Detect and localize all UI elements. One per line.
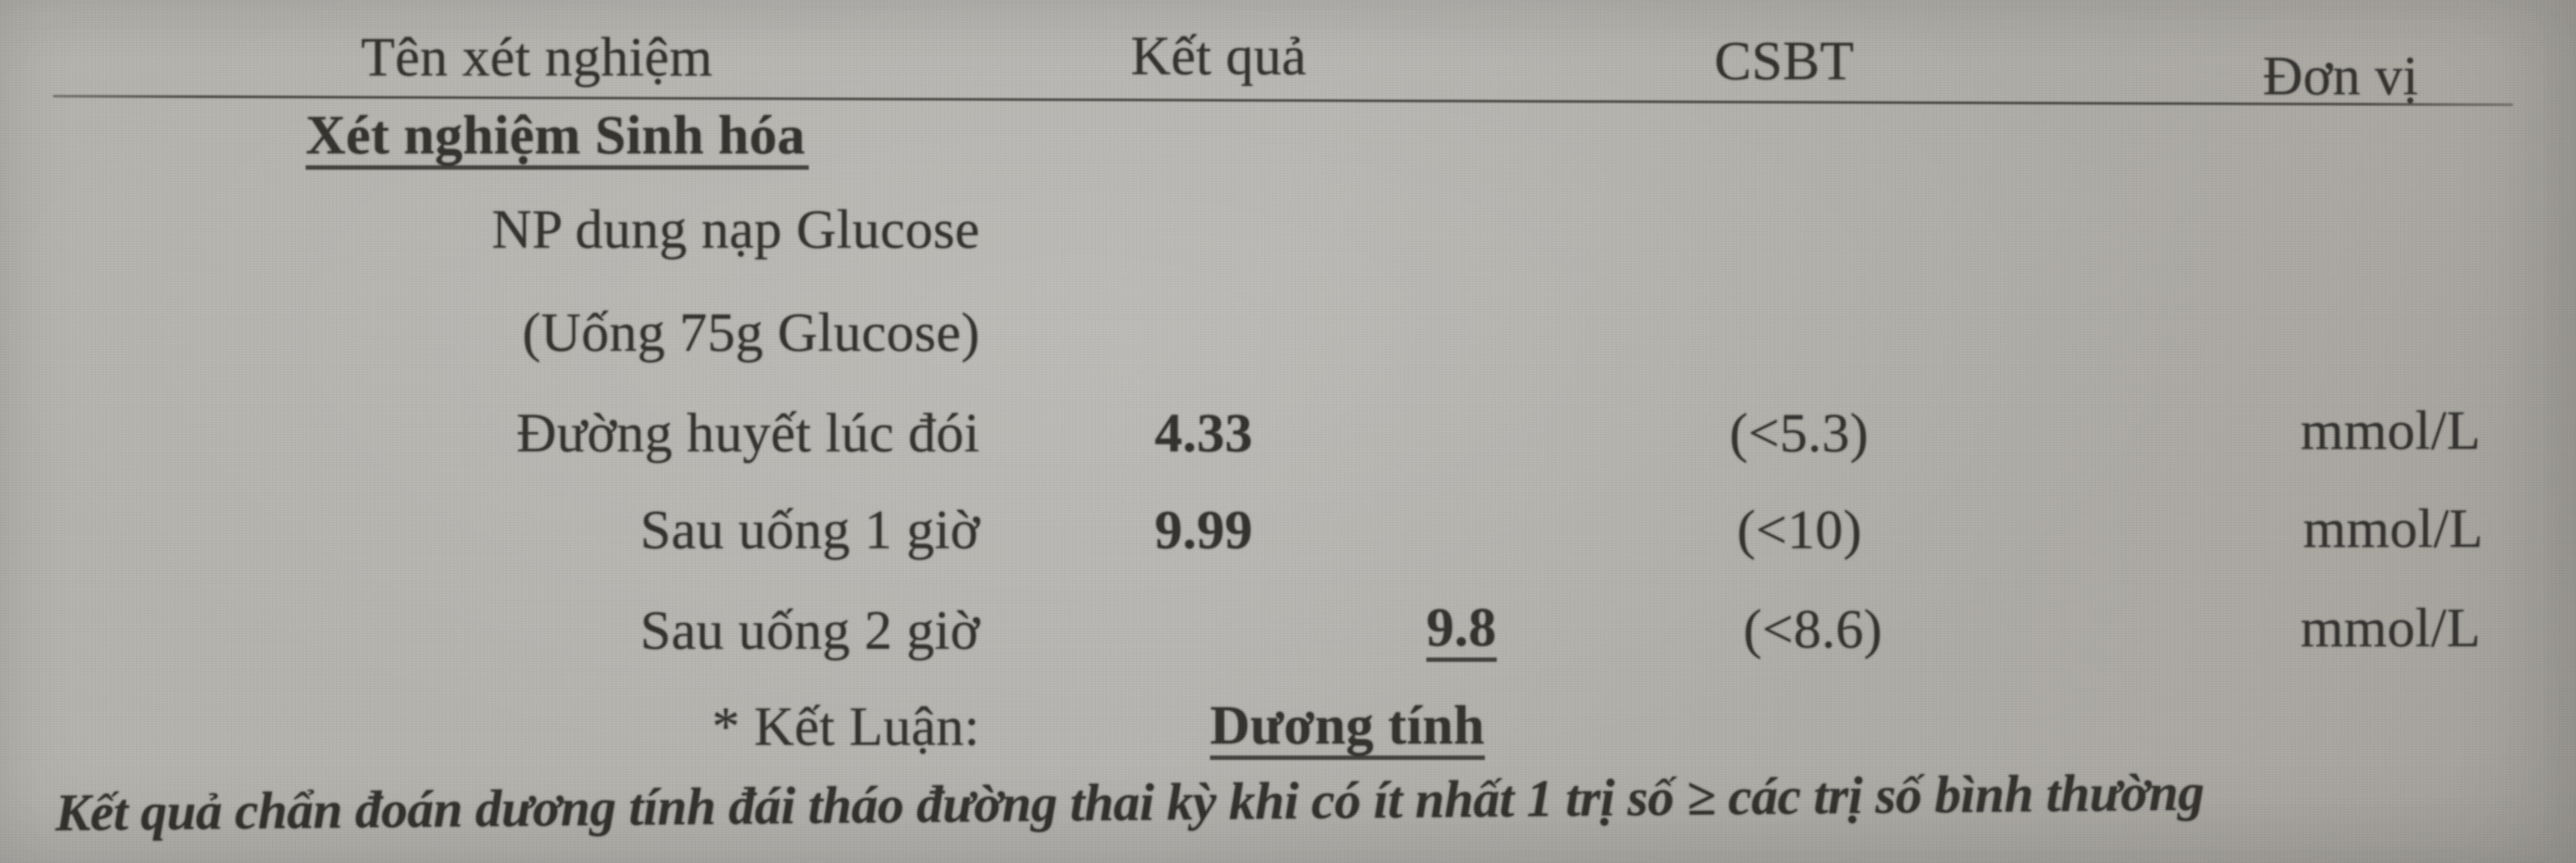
result-value-2h: 9.8 <box>1426 600 1497 662</box>
row-name-np-glucose: NP dung nạp Glucose <box>491 199 980 260</box>
ref-range-1h: (<10) <box>1737 500 1862 561</box>
row-name-fasting-glucose: Đường huyết lúc đói <box>516 403 980 464</box>
column-header-test-name: Tên xét nghiệm <box>361 27 713 88</box>
section-heading-biochemistry: Xét nghiệm Sinh hóa <box>306 108 809 170</box>
unit-1h: mmol/L <box>2303 498 2484 559</box>
row-name-uong-75g: (Uống 75g Glucose) <box>522 302 980 363</box>
unit-fasting: mmol/L <box>2301 400 2481 461</box>
ref-range-fasting: (<5.3) <box>1729 403 1869 464</box>
footnote-text: Kết quả chẩn đoán dương tính đái tháo đư… <box>55 763 2205 842</box>
unit-2h: mmol/L <box>2301 598 2481 659</box>
result-value-fasting: 4.33 <box>1155 403 1253 464</box>
column-header-csbt: CSBT <box>1714 31 1855 92</box>
column-header-result: Kết quả <box>1131 26 1307 87</box>
header-divider-line <box>52 95 2513 106</box>
result-value-1h: 9.99 <box>1155 500 1253 561</box>
column-header-unit: Đơn vị <box>2263 46 2419 107</box>
conclusion-label: * Kết Luận: <box>712 696 980 757</box>
row-name-after-1h: Sau uống 1 giờ <box>640 500 980 561</box>
row-name-after-2h: Sau uống 2 giờ <box>640 600 980 661</box>
ref-range-2h: (<8.6) <box>1743 599 1883 660</box>
conclusion-value: Dương tính <box>1210 698 1485 760</box>
